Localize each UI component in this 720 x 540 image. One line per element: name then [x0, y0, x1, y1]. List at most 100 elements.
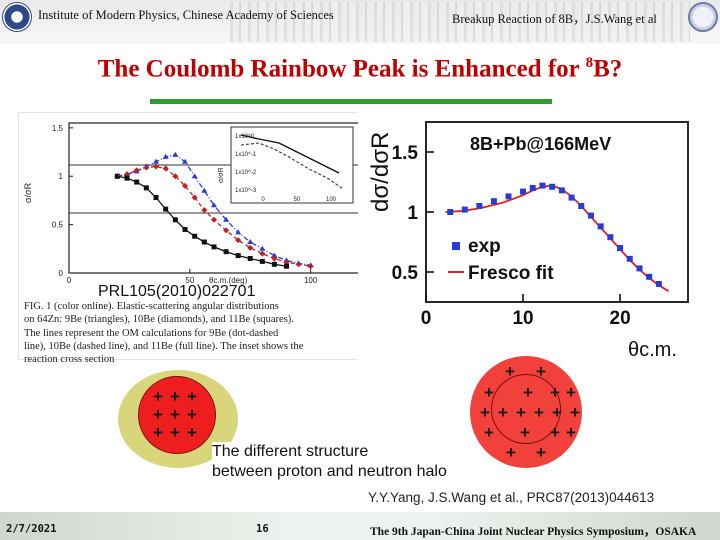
header-talk-text: Breakup Reaction of 8B，J.S.Wang et al — [452, 12, 657, 26]
b8-exp-point — [655, 281, 662, 287]
plus-sign: + — [536, 443, 546, 462]
prl-curve — [117, 175, 287, 267]
plus-sign: + — [566, 423, 576, 442]
header-talk-title: Breakup Reaction of 8B，J.S.Wang et al — [452, 8, 657, 27]
plus-sign: + — [484, 383, 494, 402]
inset-ylabel: σ/σR — [218, 167, 225, 183]
footer-date: 2/7/2021 — [6, 523, 57, 535]
imp-logo-icon — [2, 2, 32, 32]
legend-exp-marker — [452, 242, 460, 250]
prl-figure: 0 0.5 1 1.5 0 50 100 σ/σR θc.m.(deg) 1x10^0 1x10^… — [18, 112, 368, 360]
b8-exp-point — [607, 234, 614, 241]
plus-sign: + — [552, 403, 562, 422]
inset-ytick-label: 1x10^0 — [235, 134, 255, 140]
prl-point-diamond — [153, 163, 159, 170]
prl-curve — [117, 165, 311, 267]
prl-citation: PRL105(2010)022701 — [98, 283, 256, 300]
inset-ytick-label: 1x10^-3 — [235, 188, 257, 194]
inset-xtick-label: 0 — [261, 197, 265, 203]
prl-xtick-label: 50 — [185, 276, 194, 285]
b8-exp-point — [476, 203, 483, 209]
b8-exp-point — [447, 209, 454, 215]
plus-sign: + — [170, 405, 180, 424]
plus-sign: + — [523, 383, 533, 402]
b8-exp-point — [505, 193, 512, 200]
plus-sign: + — [170, 387, 180, 406]
caption-line: The lines represent the OM calculations … — [24, 327, 279, 339]
caption-line: on 64Zn: 9Be (triangles), 10Be (diamonds… — [24, 314, 294, 326]
inset-ytick-label: 1x10^-1 — [235, 152, 257, 158]
plus-sign: + — [536, 362, 546, 381]
plus-sign: + — [187, 387, 197, 406]
inset-frame — [230, 126, 354, 204]
b8-ytick-label: 0.5 — [392, 263, 419, 284]
legend-fit-label: Fresco fit — [468, 263, 554, 284]
plus-sign: + — [550, 383, 560, 402]
plus-sign: + — [498, 403, 508, 422]
b8-exp-point — [646, 273, 653, 280]
plus-sign: + — [520, 423, 530, 442]
plus-sign: + — [170, 423, 180, 442]
prl-point-triangle — [211, 202, 217, 208]
inset-xtick-label: 100 — [326, 197, 337, 203]
b8-exp-point — [529, 185, 536, 191]
plus-sign: + — [506, 443, 516, 462]
inset-curve-dashed — [240, 142, 344, 190]
b8-exp-point — [617, 245, 624, 251]
b8-plot: dσ/dσR 0.5 1 1.5 0 10 20 8B+Pb@166MeV exp Fres… — [367, 121, 689, 360]
prl-point-diamond — [259, 250, 266, 257]
b8-exp-point — [587, 212, 594, 219]
plus-sign: + — [480, 403, 490, 422]
b8-exp-point — [626, 255, 633, 262]
title-mass-number: 8 — [585, 55, 594, 71]
footer-conference: The 9th Japan-China Joint Nuclear Physic… — [370, 526, 697, 538]
legend-exp-label: exp — [468, 236, 501, 257]
plus-sign: + — [505, 362, 515, 381]
b8-ytick-label: 1 — [407, 203, 418, 224]
plus-sign: + — [566, 383, 576, 402]
b8-xlabel: θc.m. — [628, 339, 677, 360]
prl-point-diamond — [271, 255, 278, 262]
caption-line: reaction cross section — [24, 354, 115, 366]
b8-exp-point — [597, 223, 604, 230]
plus-sign: + — [570, 403, 580, 422]
prl-point-triangle — [201, 187, 208, 193]
prl-point-diamond — [133, 167, 140, 174]
b8-xtick-label: 10 — [512, 308, 533, 329]
prl-ylabel: σ/σR — [23, 182, 33, 203]
b8-exp-point — [461, 206, 468, 213]
title-prefix: The Coulomb Rainbow Peak is Enhanced for — [97, 55, 586, 83]
caption-line: line), 10Be (dashed line), and 11Be (ful… — [24, 340, 304, 352]
b8-xtick-label: 20 — [610, 308, 631, 329]
inset-ytick-label: 1x10^-2 — [235, 170, 257, 176]
prl-ytick-label: 1 — [59, 172, 64, 181]
proton-halo-core — [491, 374, 561, 444]
plus-sign: + — [153, 423, 163, 442]
b8-exp-point — [549, 183, 556, 190]
title-underline — [150, 99, 552, 104]
reference-citation: Y.Y.Yang, J.S.Wang et al., PRC87(2013)04… — [368, 490, 655, 505]
header-institute: Institute of Modern Physics, Chinese Aca… — [38, 8, 334, 22]
plus-sign: + — [187, 423, 197, 442]
inset-curve-solid — [240, 134, 340, 174]
prl-ytick-label: 0 — [59, 269, 64, 278]
structure-line-1: The different structure — [212, 443, 369, 460]
inset-xtick-label: 50 — [294, 197, 301, 203]
b8-exp-point — [578, 203, 585, 209]
symposium-logo-icon — [688, 2, 718, 32]
b8-figure: dσ/dσR 0.5 1 1.5 0 10 20 8B+Pb@166MeV exp Fres… — [358, 112, 702, 360]
prl-xlabel: θc.m.(deg) — [209, 276, 248, 285]
b8-exp-point — [558, 187, 565, 194]
plus-sign: + — [187, 405, 197, 424]
prl-point-diamond — [307, 263, 314, 270]
plus-sign: + — [153, 405, 163, 424]
b8-xtick-label: 0 — [421, 308, 432, 329]
b8-ytick-label: 1.5 — [392, 143, 419, 164]
plus-sign: + — [484, 423, 494, 442]
b8-title: 8B+Pb@166MeV — [470, 134, 611, 154]
title-element: B? — [593, 55, 623, 83]
caption-line: FIG. 1 (color online). Elastic-scatterin… — [24, 301, 279, 312]
plus-sign: + — [153, 387, 163, 406]
plus-sign: + — [550, 423, 560, 442]
prl-curve — [117, 154, 311, 266]
